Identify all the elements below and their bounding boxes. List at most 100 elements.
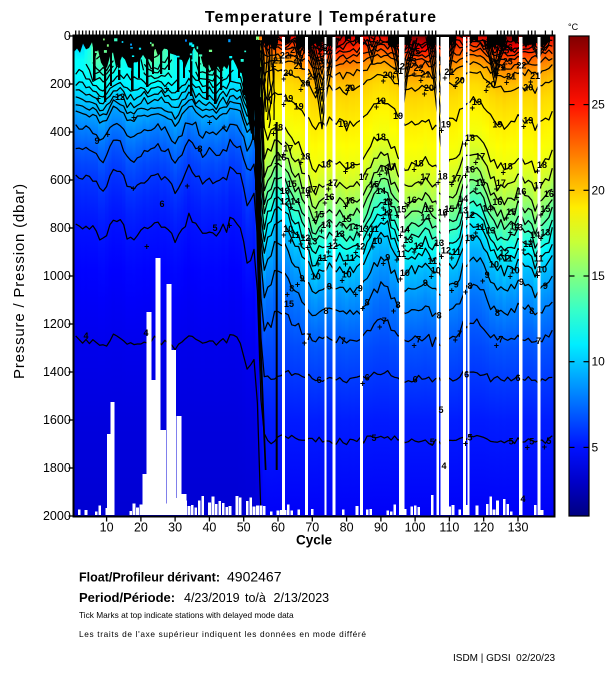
svg-text:80: 80 — [340, 521, 354, 535]
svg-text:7: 7 — [341, 336, 346, 346]
svg-text:+: + — [439, 252, 444, 262]
svg-text:15: 15 — [287, 179, 297, 189]
svg-text:18: 18 — [503, 161, 513, 171]
svg-text:21: 21 — [530, 71, 540, 81]
svg-text:+: + — [453, 82, 458, 92]
svg-text:+: + — [429, 271, 434, 281]
svg-text:15: 15 — [396, 204, 406, 214]
svg-text:+: + — [370, 242, 375, 252]
svg-text:130: 130 — [508, 521, 529, 535]
svg-text:21: 21 — [506, 72, 516, 82]
svg-text:+: + — [398, 231, 403, 241]
svg-text:+: + — [504, 78, 509, 88]
svg-text:15: 15 — [506, 207, 516, 217]
svg-text:18: 18 — [376, 132, 386, 142]
svg-text:+: + — [326, 184, 331, 194]
svg-text:ISDM | GDSI 02/20/23: ISDM | GDSI 02/20/23 — [453, 653, 556, 664]
svg-text:+: + — [521, 245, 526, 255]
svg-text:20: 20 — [523, 83, 533, 93]
svg-text:18: 18 — [300, 152, 310, 162]
svg-text:+: + — [418, 75, 423, 85]
svg-text:17: 17 — [359, 172, 369, 182]
svg-text:+: + — [298, 158, 303, 168]
svg-text:13: 13 — [486, 225, 496, 235]
svg-text:70: 70 — [305, 521, 319, 535]
svg-text:+: + — [339, 220, 344, 230]
svg-text:+: + — [281, 74, 286, 84]
svg-text:2/13/2023: 2/13/2023 — [274, 591, 330, 605]
svg-text:+: + — [453, 335, 458, 345]
svg-text:8: 8 — [529, 306, 534, 316]
svg-text:10: 10 — [537, 265, 547, 275]
svg-text:19: 19 — [492, 119, 502, 129]
svg-text:11: 11 — [318, 253, 328, 263]
svg-text:1600: 1600 — [43, 413, 71, 427]
svg-text:5: 5 — [430, 437, 435, 447]
svg-text:+: + — [528, 77, 533, 87]
svg-text:+: + — [538, 210, 543, 220]
svg-text:20: 20 — [592, 183, 606, 197]
svg-text:13: 13 — [403, 235, 413, 245]
svg-text:+: + — [507, 227, 512, 237]
svg-text:+: + — [439, 126, 444, 136]
svg-text:+: + — [381, 259, 386, 269]
svg-text:+: + — [353, 248, 358, 258]
svg-text:12: 12 — [328, 241, 338, 251]
svg-text:6: 6 — [365, 373, 370, 383]
svg-text:4: 4 — [143, 328, 148, 338]
svg-text:22: 22 — [280, 51, 290, 61]
svg-text:14: 14 — [290, 197, 300, 207]
svg-text:+: + — [298, 239, 303, 249]
svg-text:18: 18 — [321, 160, 331, 170]
svg-text:50: 50 — [237, 521, 251, 535]
svg-text:°C: °C — [568, 22, 579, 32]
svg-text:+: + — [360, 303, 365, 313]
svg-text:25: 25 — [410, 47, 420, 57]
svg-text:+: + — [305, 191, 310, 201]
svg-text:11: 11 — [397, 249, 407, 259]
svg-text:22: 22 — [496, 62, 506, 72]
svg-text:9: 9 — [485, 270, 490, 280]
svg-text:13: 13 — [513, 222, 523, 232]
svg-text:Float/Profileur dérivant:: Float/Profileur dérivant: — [79, 570, 220, 584]
svg-text:17: 17 — [496, 178, 506, 188]
svg-text:+: + — [490, 203, 495, 213]
svg-text:8: 8 — [289, 284, 294, 294]
svg-text:+: + — [357, 230, 362, 240]
svg-text:18: 18 — [537, 160, 547, 170]
svg-text:+: + — [305, 243, 310, 253]
svg-text:20: 20 — [345, 83, 355, 93]
svg-text:5: 5 — [212, 223, 217, 233]
svg-text:16: 16 — [544, 189, 554, 199]
svg-text:20: 20 — [300, 79, 310, 89]
svg-text:+: + — [339, 275, 344, 285]
svg-text:22: 22 — [400, 62, 410, 72]
svg-text:+: + — [418, 178, 423, 188]
svg-text:+: + — [367, 230, 372, 240]
svg-text:13: 13 — [280, 186, 290, 196]
svg-text:+: + — [381, 76, 386, 86]
svg-text:+: + — [271, 61, 276, 71]
svg-text:+: + — [442, 210, 447, 220]
svg-text:+: + — [295, 279, 300, 289]
svg-text:21: 21 — [273, 55, 283, 65]
svg-text:+: + — [315, 259, 320, 269]
svg-text:16: 16 — [276, 152, 286, 162]
svg-text:19: 19 — [283, 93, 293, 103]
svg-text:26: 26 — [503, 43, 513, 53]
svg-text:13: 13 — [359, 224, 369, 234]
svg-text:15: 15 — [284, 299, 294, 309]
svg-text:25: 25 — [499, 46, 509, 56]
svg-text:+: + — [449, 285, 454, 295]
svg-text:10: 10 — [510, 265, 520, 275]
svg-text:20: 20 — [424, 83, 434, 93]
svg-text:+: + — [422, 89, 427, 99]
svg-text:12: 12 — [465, 210, 475, 220]
svg-text:+: + — [463, 170, 468, 180]
svg-text:13: 13 — [307, 237, 317, 247]
svg-text:16: 16 — [324, 192, 334, 202]
svg-text:13: 13 — [458, 205, 468, 215]
svg-text:to/à: to/à — [245, 591, 266, 605]
svg-text:+: + — [298, 85, 303, 95]
svg-text:14: 14 — [348, 222, 358, 232]
